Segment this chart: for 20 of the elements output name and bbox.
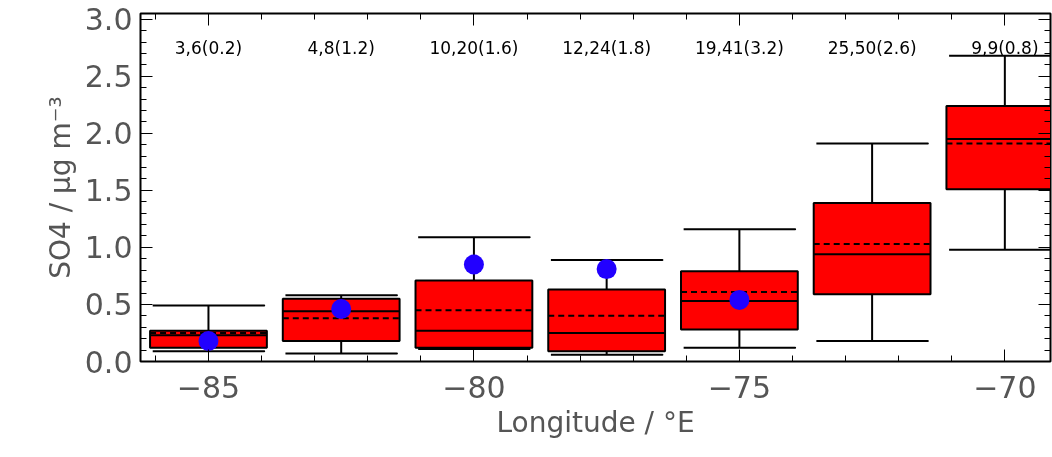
annotation: 19,41(3.2) bbox=[694, 38, 784, 59]
annotation: 10,20(1.6) bbox=[429, 38, 519, 59]
x-tick-label: −85 bbox=[176, 369, 241, 405]
y-tick-label: 3.0 bbox=[84, 2, 133, 38]
y-tick-label: 2.0 bbox=[84, 116, 133, 152]
x-tick-label: −75 bbox=[707, 369, 772, 405]
y-tick-label: 1.0 bbox=[84, 230, 133, 266]
annotation: 3,6(0.2) bbox=[174, 38, 243, 59]
y-tick-label: 1.5 bbox=[84, 173, 133, 209]
annotation: 9,9(0.8) bbox=[971, 38, 1039, 59]
annotation: 4,8(1.2) bbox=[307, 38, 375, 59]
y-axis-title: SO4 / μg m⁻³ bbox=[43, 96, 77, 279]
x-axis-title: Longitude / °E bbox=[496, 405, 695, 439]
annotation: 25,50(2.6) bbox=[827, 38, 917, 59]
y-tick-label: 0.0 bbox=[84, 344, 133, 380]
x-tick-label: −70 bbox=[973, 369, 1037, 405]
x-tick-label: −80 bbox=[442, 369, 506, 405]
y-tick-label: 0.5 bbox=[84, 287, 133, 323]
annotation: 12,24(1.8) bbox=[562, 38, 652, 59]
y-tick-label: 2.5 bbox=[84, 59, 133, 95]
